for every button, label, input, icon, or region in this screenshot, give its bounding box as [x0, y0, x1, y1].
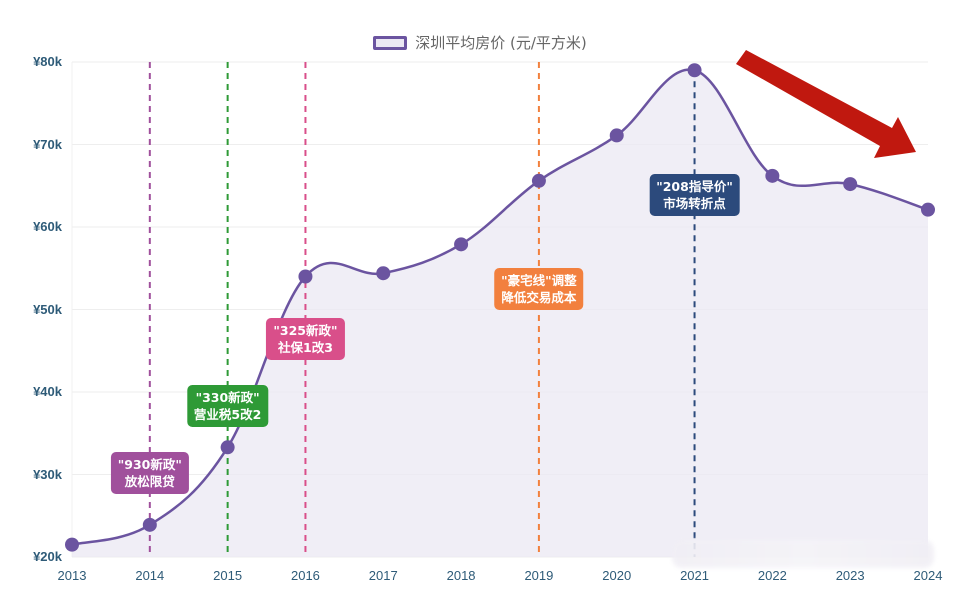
y-tick-label: ¥50k: [33, 301, 62, 317]
x-tick-label: 2014: [135, 568, 165, 583]
data-point[interactable]: [765, 168, 780, 183]
legend-swatch-icon: [373, 35, 408, 50]
data-point[interactable]: [531, 173, 546, 188]
x-tick-label: 2017: [368, 568, 398, 583]
data-points: [65, 63, 935, 552]
annotation-title: "325新政": [273, 323, 338, 338]
y-tick-label: ¥60k: [33, 219, 62, 234]
y-tick-label: ¥30k: [33, 466, 62, 482]
data-point[interactable]: [220, 440, 235, 455]
data-point[interactable]: [843, 177, 858, 192]
annotation-detail: 社保1改3: [278, 340, 333, 355]
x-tick-label: 2021: [680, 568, 709, 583]
data-point[interactable]: [142, 517, 157, 532]
annotation-detail: 营业税5改2: [193, 407, 262, 422]
annotation-detail: 降低交易成本: [501, 290, 577, 305]
annotation-title: "豪宅线"调整: [501, 273, 577, 288]
y-tick-label: ¥80k: [33, 54, 62, 69]
y-tick-label: ¥20k: [33, 549, 62, 564]
annotation-detail: 放松限贷: [124, 474, 175, 489]
annotation-2019: "豪宅线"调整 降低交易成本: [494, 268, 584, 310]
annotation-2015: "330新政" 营业税5改2: [186, 385, 269, 427]
x-tick-label: 2013: [57, 568, 87, 583]
data-point[interactable]: [65, 537, 79, 552]
annotation-title: "208指导价": [656, 179, 733, 194]
x-tick-label: 2018: [446, 568, 476, 583]
annotation-2021: "208指导价" 市场转折点: [649, 174, 740, 216]
data-point[interactable]: [376, 266, 391, 281]
x-tick-label: 2016: [290, 568, 320, 583]
annotation-detail: 市场转折点: [663, 196, 726, 211]
annotation-2014: "930新政" 放松限贷: [110, 452, 189, 494]
data-point[interactable]: [921, 202, 935, 217]
data-point[interactable]: [687, 63, 702, 78]
annotation-title: "930新政": [117, 457, 182, 472]
x-tick-label: 2023: [835, 568, 865, 583]
legend-label: 深圳平均房价 (元/平方米): [415, 34, 587, 52]
x-tick-label: 2022: [757, 568, 787, 583]
x-tick-label: 2015: [213, 568, 243, 583]
x-tick-label: 2020: [602, 568, 632, 583]
x-tick-label: 2024: [913, 568, 943, 583]
annotation-2016: "325新政" 社保1改3: [266, 318, 345, 360]
watermark-blur: [672, 540, 934, 568]
data-point[interactable]: [609, 128, 624, 143]
data-point[interactable]: [298, 269, 313, 284]
trend-arrow-icon: [736, 50, 916, 158]
y-tick-label: ¥40k: [33, 384, 62, 399]
x-tick-label: 2019: [524, 568, 554, 583]
data-point[interactable]: [454, 237, 469, 252]
y-tick-label: ¥70k: [33, 136, 62, 152]
annotation-title: "330新政": [195, 390, 260, 405]
chart-legend[interactable]: 深圳平均房价 (元/平方米): [0, 32, 960, 53]
